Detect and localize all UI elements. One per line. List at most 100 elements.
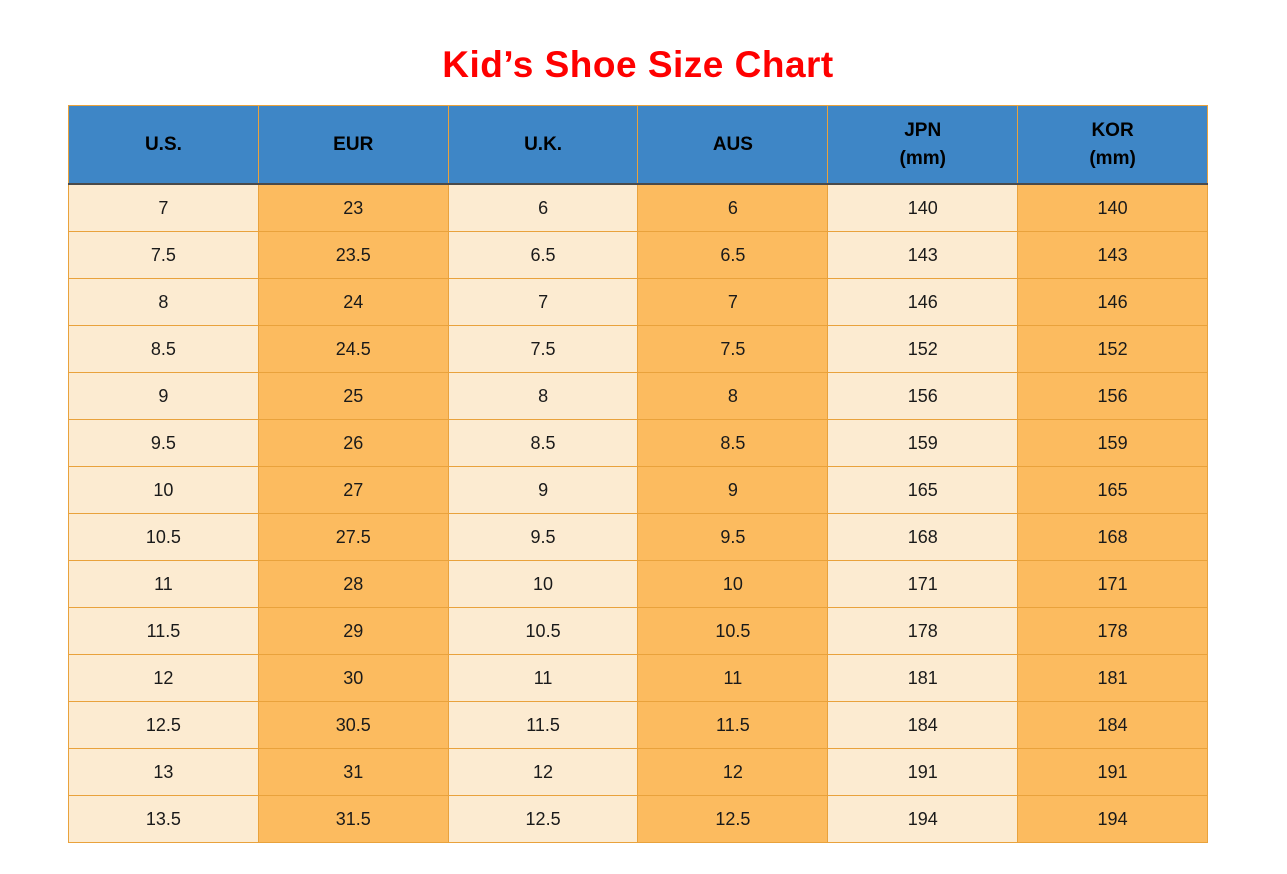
table-row: 8 24 7 7 146 146 <box>68 278 1208 326</box>
cell-kor: 143 <box>1017 231 1208 279</box>
cell-kor: 146 <box>1017 278 1208 326</box>
cell-kor: 140 <box>1017 183 1208 232</box>
table-row: 10.5 27.5 9.5 9.5 168 168 <box>68 513 1208 561</box>
table-row: 7.5 23.5 6.5 6.5 143 143 <box>68 231 1208 279</box>
column-header-kor: KOR (mm) <box>1017 105 1208 185</box>
cell-us: 12 <box>68 654 259 702</box>
cell-us: 11 <box>68 560 259 608</box>
cell-kor: 165 <box>1017 466 1208 514</box>
cell-jpn: 178 <box>827 607 1019 655</box>
shoe-size-table: U.S. EUR U.K. AUS JPN (mm) KOR (mm) 7 23 6 6 140 140… <box>68 105 1208 843</box>
header-sublabel: (mm) <box>1089 147 1136 169</box>
cell-jpn: 146 <box>827 278 1019 326</box>
cell-jpn: 168 <box>827 513 1019 561</box>
cell-jpn: 152 <box>827 325 1019 373</box>
cell-kor: 159 <box>1017 419 1208 467</box>
header-label: AUS <box>712 133 753 155</box>
header-row: U.S. EUR U.K. AUS JPN (mm) KOR (mm) <box>68 105 1208 185</box>
cell-jpn: 140 <box>827 183 1019 232</box>
header-label: KOR <box>1091 119 1134 141</box>
cell-uk: 9.5 <box>447 513 639 561</box>
header-sublabel: (mm) <box>899 147 946 169</box>
cell-us: 10 <box>68 466 259 514</box>
cell-aus: 6 <box>637 183 829 232</box>
cell-kor: 194 <box>1017 795 1208 843</box>
cell-kor: 168 <box>1017 513 1208 561</box>
table-row: 11 28 10 10 171 171 <box>68 560 1208 608</box>
cell-uk: 6.5 <box>447 231 639 279</box>
cell-jpn: 165 <box>827 466 1019 514</box>
table-row: 9 25 8 8 156 156 <box>68 372 1208 420</box>
cell-eur: 23 <box>257 183 449 232</box>
cell-us: 9 <box>68 372 259 420</box>
cell-uk: 10.5 <box>447 607 639 655</box>
cell-uk: 11.5 <box>447 701 639 749</box>
cell-eur: 24 <box>257 278 449 326</box>
cell-kor: 156 <box>1017 372 1208 420</box>
cell-us: 10.5 <box>68 513 259 561</box>
table-row: 10 27 9 9 165 165 <box>68 466 1208 514</box>
cell-jpn: 171 <box>827 560 1019 608</box>
cell-jpn: 184 <box>827 701 1019 749</box>
table-row: 8.5 24.5 7.5 7.5 152 152 <box>68 325 1208 373</box>
cell-us: 13 <box>68 748 259 796</box>
cell-uk: 12 <box>447 748 639 796</box>
cell-eur: 31.5 <box>257 795 449 843</box>
cell-eur: 24.5 <box>257 325 449 373</box>
column-header-uk: U.K. <box>447 105 639 185</box>
cell-aus: 9.5 <box>637 513 829 561</box>
page-title: Kid’s Shoe Size Chart <box>442 44 834 85</box>
table-row: 11.5 29 10.5 10.5 178 178 <box>68 607 1208 655</box>
cell-kor: 178 <box>1017 607 1208 655</box>
cell-uk: 8 <box>447 372 639 420</box>
table-row: 12.5 30.5 11.5 11.5 184 184 <box>68 701 1208 749</box>
cell-aus: 12 <box>637 748 829 796</box>
cell-aus: 8.5 <box>637 419 829 467</box>
header-label: U.K. <box>524 133 563 155</box>
cell-kor: 191 <box>1017 748 1208 796</box>
cell-uk: 6 <box>447 183 639 232</box>
cell-uk: 11 <box>447 654 639 702</box>
table-row: 12 30 11 11 181 181 <box>68 654 1208 702</box>
cell-jpn: 143 <box>827 231 1019 279</box>
table-row: 9.5 26 8.5 8.5 159 159 <box>68 419 1208 467</box>
cell-us: 7.5 <box>68 231 259 279</box>
header-label: EUR <box>333 133 374 155</box>
cell-uk: 8.5 <box>447 419 639 467</box>
cell-kor: 171 <box>1017 560 1208 608</box>
cell-eur: 30.5 <box>257 701 449 749</box>
table-header: U.S. EUR U.K. AUS JPN (mm) KOR (mm) <box>68 105 1208 185</box>
cell-eur: 29 <box>257 607 449 655</box>
cell-aus: 12.5 <box>637 795 829 843</box>
cell-eur: 27 <box>257 466 449 514</box>
cell-eur: 27.5 <box>257 513 449 561</box>
cell-aus: 10 <box>637 560 829 608</box>
header-label: JPN <box>904 119 942 141</box>
cell-us: 9.5 <box>68 419 259 467</box>
cell-eur: 30 <box>257 654 449 702</box>
cell-us: 12.5 <box>68 701 259 749</box>
cell-us: 8.5 <box>68 325 259 373</box>
cell-uk: 9 <box>447 466 639 514</box>
cell-uk: 12.5 <box>447 795 639 843</box>
table-row: 13.5 31.5 12.5 12.5 194 194 <box>68 795 1208 843</box>
cell-aus: 7.5 <box>637 325 829 373</box>
cell-jpn: 159 <box>827 419 1019 467</box>
column-header-jpn: JPN (mm) <box>827 105 1019 185</box>
table-row: 13 31 12 12 191 191 <box>68 748 1208 796</box>
cell-jpn: 191 <box>827 748 1019 796</box>
cell-eur: 23.5 <box>257 231 449 279</box>
column-header-us: U.S. <box>68 105 259 185</box>
cell-jpn: 156 <box>827 372 1019 420</box>
cell-eur: 26 <box>257 419 449 467</box>
chart-content: Kid’s Shoe Size Chart U.S. EUR U.K. AUS JPN (… <box>68 34 1208 843</box>
cell-aus: 11.5 <box>637 701 829 749</box>
cell-eur: 25 <box>257 372 449 420</box>
cell-us: 11.5 <box>68 607 259 655</box>
column-header-eur: EUR <box>257 105 449 185</box>
cell-aus: 8 <box>637 372 829 420</box>
cell-uk: 7.5 <box>447 325 639 373</box>
cell-aus: 9 <box>637 466 829 514</box>
table-row: 7 23 6 6 140 140 <box>68 183 1208 232</box>
